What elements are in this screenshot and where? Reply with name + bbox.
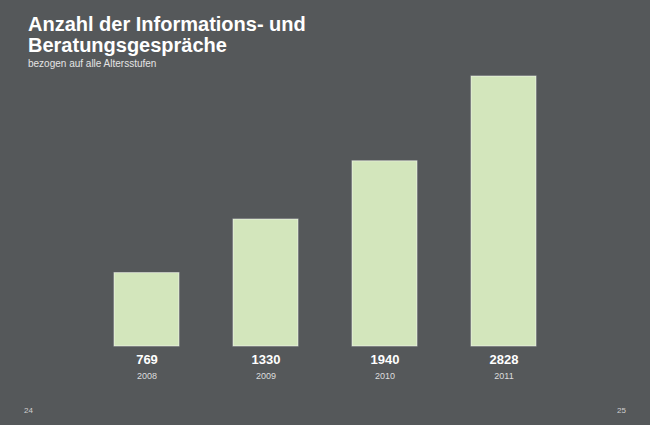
svg-text:2828: 2828 [490, 352, 519, 367]
svg-text:2010: 2010 [375, 371, 395, 381]
svg-text:2008: 2008 [137, 371, 157, 381]
svg-text:769: 769 [136, 352, 158, 367]
html-text:25: 25 [617, 406, 626, 415]
html-text:24: 24 [24, 406, 33, 415]
html-text:Anzahl der Informations- und B: Anzahl der Informations- und Beratungsge… [28, 13, 306, 56]
svg-text:1940: 1940 [371, 352, 400, 367]
svg-text:2009: 2009 [256, 371, 276, 381]
svg-text:2011: 2011 [494, 371, 513, 381]
html-text:bezogen auf alle Altersstufen: bezogen auf alle Altersstufen [28, 58, 157, 69]
svg-text:1330: 1330 [252, 352, 281, 367]
